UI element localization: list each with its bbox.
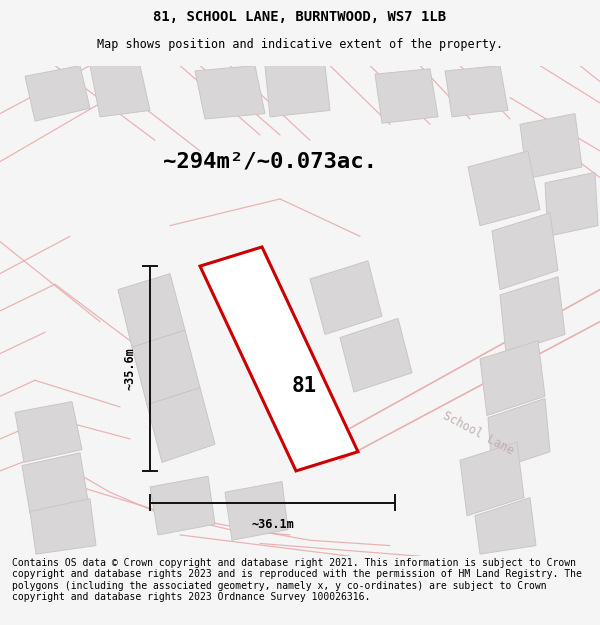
Text: 81: 81 [292,376,317,396]
Text: ~294m²/~0.073ac.: ~294m²/~0.073ac. [163,152,377,172]
Polygon shape [340,318,412,392]
Polygon shape [30,499,96,554]
Polygon shape [15,402,82,462]
Text: Contains OS data © Crown copyright and database right 2021. This information is : Contains OS data © Crown copyright and d… [12,558,582,602]
Text: ~36.1m: ~36.1m [251,518,294,531]
Polygon shape [375,69,438,123]
Polygon shape [500,277,565,354]
Polygon shape [147,388,215,462]
Polygon shape [200,247,358,471]
Polygon shape [310,261,382,334]
Polygon shape [475,498,536,554]
Polygon shape [480,341,545,416]
Text: School Lane: School Lane [440,409,515,458]
Polygon shape [488,398,550,471]
Text: Map shows position and indicative extent of the property.: Map shows position and indicative extent… [97,38,503,51]
Polygon shape [265,66,330,117]
Polygon shape [150,476,215,535]
Text: 81, SCHOOL LANE, BURNTWOOD, WS7 1LB: 81, SCHOOL LANE, BURNTWOOD, WS7 1LB [154,10,446,24]
Polygon shape [445,66,508,117]
Polygon shape [492,213,558,289]
Polygon shape [460,442,524,516]
Polygon shape [118,274,185,348]
Polygon shape [90,66,150,117]
Polygon shape [132,330,200,405]
Polygon shape [468,151,540,226]
Polygon shape [545,173,598,236]
Polygon shape [22,452,88,514]
Polygon shape [225,482,288,540]
Polygon shape [25,66,90,121]
Polygon shape [520,114,582,179]
Text: ~35.6m: ~35.6m [124,347,137,390]
Polygon shape [195,66,265,119]
